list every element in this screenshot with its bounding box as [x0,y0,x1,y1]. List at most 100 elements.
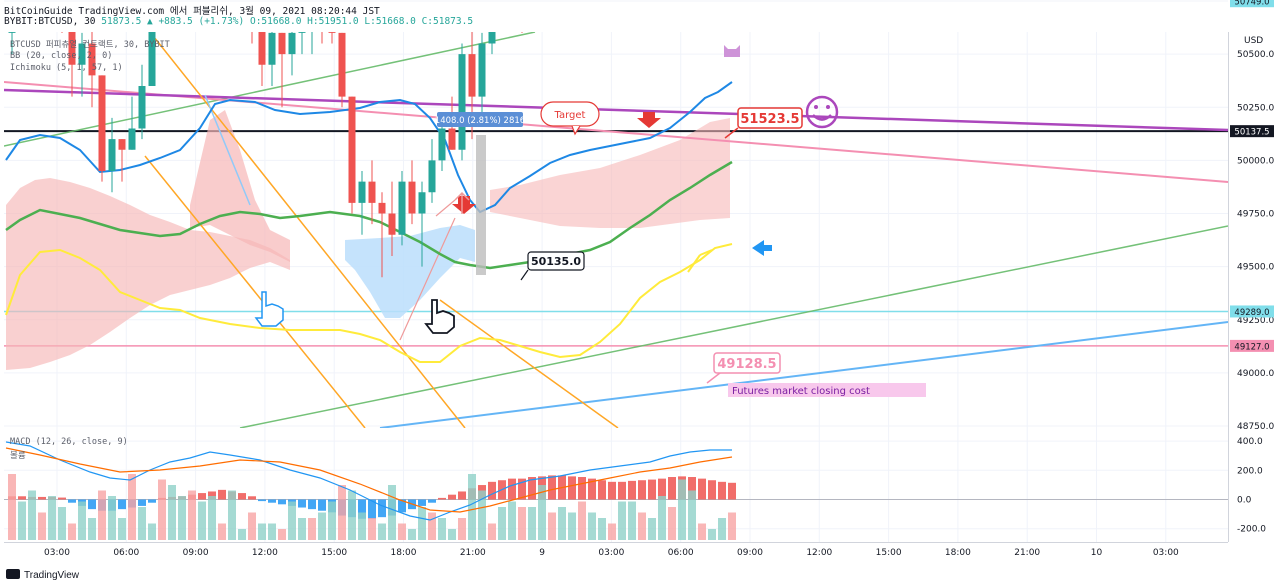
macd-histogram-bar [138,499,146,506]
candle-body [78,43,86,65]
volume-bar [688,490,696,540]
volume-bar [98,490,106,540]
volume-bar [208,496,216,540]
macd-histogram-bar [578,477,586,500]
price-callout-51523 [737,107,803,129]
macd-histogram-bar [308,499,316,510]
candle-body [108,139,116,171]
signal-line [5,447,733,513]
macd-histogram-bar [358,499,366,519]
macd-histogram-bar [38,496,46,500]
macd-histogram-bar [298,499,306,508]
price-change: 51873.5 ▲ +883.5 (+1.73%) [101,16,245,27]
volume-bar [428,512,436,540]
macd-sub-legend: 볼륨 [10,451,26,461]
volume-bar [158,479,166,540]
macd-histogram-bar [268,499,276,503]
macd-histogram-bar [418,499,426,506]
volume-bar [288,501,296,540]
up-arrow-icon [454,191,470,214]
volume-bar [148,523,156,540]
price-callout-50135 [527,251,585,271]
price-tag [1230,0,1274,8]
price-tick-label: 50000.0 [1237,156,1274,166]
ichimoku-cloud-red-2 [190,110,290,262]
time-tick-label: 10 [1091,548,1103,558]
time-tick-label: 18:00 [391,548,417,558]
candle-body [428,160,436,193]
time-tick-label: 06:00 [668,548,694,558]
price-tick-label: 49000.0 [1237,369,1274,379]
publish-info: BitCoinGuide TradingView.com 에서 퍼블리쉬, 3월… [4,6,380,17]
time-tick-label: 06:00 [113,548,139,558]
down-arrow-icon [637,112,661,128]
volume-bar [118,518,126,540]
futures-note-box [728,383,926,397]
candle-body [288,32,296,55]
volume-bar [518,507,526,540]
callout-pointer-49128 [706,372,721,384]
trendline-blue [379,321,1228,428]
smiley-mouth-icon [812,114,832,121]
candle-body [68,32,76,65]
macd-histogram-bar [608,481,616,500]
candles-layer[interactable] [8,0,736,278]
time-tick-label: 9 [539,548,545,558]
volume-bar [78,501,86,540]
trendline-pink [4,81,1228,183]
candle-body [418,192,426,214]
volume-bar [378,523,386,540]
target-label: Target [554,110,586,121]
macd-histogram-bar [698,478,706,500]
channel-orange-3 [439,299,619,428]
volume-bar [698,523,706,540]
macd-histogram-bar [568,476,576,500]
currency-label: USD [1244,36,1263,46]
price-tag [1230,339,1274,352]
volume-bar [348,490,356,540]
volume-bar [188,490,196,540]
price-callout-49128 [713,352,781,374]
macd-histogram-bar [638,480,646,500]
price-tick-label: 49750.0 [1237,210,1274,220]
macd-histogram-bar [688,477,696,500]
volume-bar [308,518,316,540]
macd-histogram-bar [318,499,326,511]
macd-tick-label: 400.0 [1237,437,1263,447]
callout-pointer-50135 [520,269,529,281]
tradingview-logo[interactable]: TradingView [6,569,79,581]
macd-legend[interactable]: MACD (12, 26, close, 9) [10,437,128,447]
candle-body [8,32,16,33]
macd-tick-label: 200.0 [1237,466,1263,476]
volume-bar [528,507,536,540]
macd-histogram-bar [448,494,456,500]
macd-histogram-bar [628,480,636,500]
volume-bar [598,518,606,540]
macd-histogram-bar [398,499,406,513]
down-arrow-icon [452,196,476,214]
trendline-green-mid [239,225,1228,428]
volume-bar [568,512,576,540]
volume-bar [508,501,516,540]
volume-bar [8,474,16,540]
volume-bar [298,518,306,540]
volume-bar [558,507,566,540]
bb-legend[interactable]: BB (20, close, 2, 0) [10,51,113,61]
target-bubble-tail [571,125,581,136]
macd-tick-label: 0.0 [1237,496,1252,506]
volume-bar [398,523,406,540]
volume-bar [278,529,286,540]
macd-histogram-bar [488,481,496,500]
candle-body [438,128,446,161]
macd-histogram-bar [618,481,626,500]
macd-histogram-bar [598,480,606,500]
price-tick-label: 48750.0 [1237,422,1274,432]
price-tag [1230,305,1274,318]
candle-body [309,0,316,22]
left-arrow-icon [752,240,772,256]
ichimoku-legend[interactable]: Ichimoku (5, 1, 57, 1) [10,63,123,73]
macd-histogram-bar [728,482,736,500]
volume-bar [668,507,676,540]
volume-bar [238,529,246,540]
